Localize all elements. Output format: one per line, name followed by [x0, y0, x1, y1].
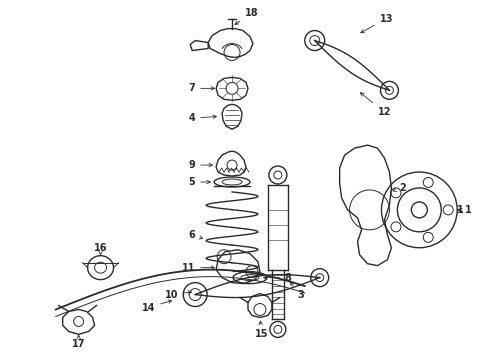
Text: 7: 7: [189, 84, 215, 93]
Text: 10: 10: [165, 289, 192, 300]
Text: 11: 11: [182, 263, 215, 273]
Text: 6: 6: [189, 230, 203, 240]
Text: 8: 8: [264, 273, 292, 283]
Text: 5: 5: [189, 177, 210, 187]
Text: 1: 1: [457, 205, 464, 215]
Text: 18: 18: [235, 8, 259, 24]
Text: 2: 2: [393, 183, 406, 193]
Text: 1: 1: [459, 205, 472, 215]
Text: 16: 16: [94, 243, 107, 256]
Text: 3: 3: [290, 282, 305, 300]
Text: 17: 17: [72, 335, 85, 349]
Text: 9: 9: [189, 160, 212, 170]
Text: 15: 15: [255, 321, 269, 339]
Text: 4: 4: [189, 113, 217, 123]
Text: 12: 12: [361, 93, 391, 117]
Text: 14: 14: [142, 300, 172, 312]
Text: 13: 13: [361, 14, 393, 33]
